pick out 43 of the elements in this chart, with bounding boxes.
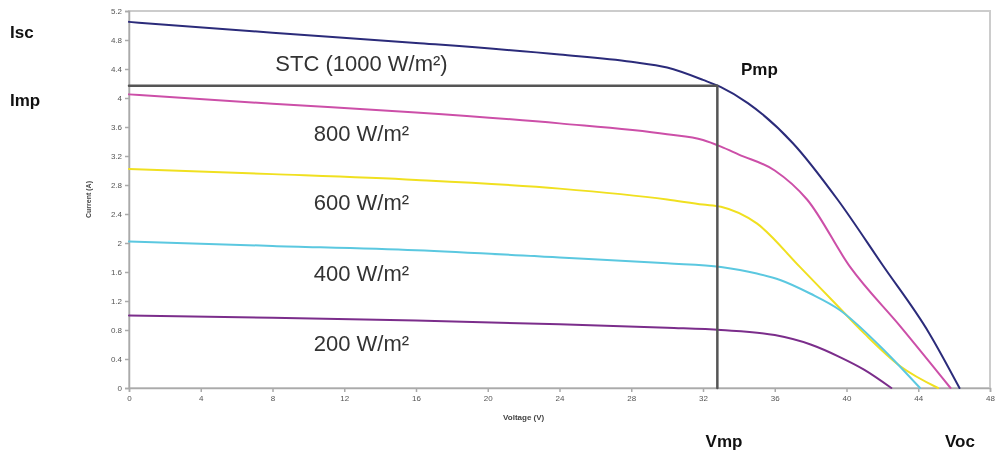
text: Isc — [10, 23, 34, 42]
x-tick-label: 4 — [199, 393, 205, 403]
series-label: 800 W/m² — [313, 121, 410, 147]
x-tick-label: 8 — [270, 393, 276, 403]
series-label: 600 W/m² — [313, 189, 410, 215]
x-tick-label: 0 — [127, 393, 133, 403]
y-tick-label: 2.8 — [110, 181, 123, 191]
text: Imp — [10, 91, 41, 110]
y-tick-label: 4.4 — [110, 65, 123, 75]
text: Voc — [945, 432, 975, 451]
x-tick-label: 20 — [483, 393, 494, 403]
y-tick-label: 1.2 — [110, 297, 123, 307]
y-tick-label: 3.2 — [110, 152, 123, 162]
annotation: Pmp — [741, 60, 778, 79]
y-tick-label: 2 — [117, 239, 123, 249]
x-tick-label: 24 — [555, 393, 565, 403]
x-tick-label: 44 — [914, 393, 924, 403]
y-tick-label: 4 — [117, 94, 123, 104]
y-tick-label: 2.4 — [110, 210, 123, 220]
x-tick-label: 28 — [627, 393, 637, 403]
line-series — [128, 240, 922, 389]
y-tick-label: 1.6 — [110, 268, 123, 278]
x-tick-label: 16 — [412, 393, 422, 403]
line-series — [128, 314, 893, 389]
y-tick-label: 0 — [117, 384, 123, 394]
y-tick-label: 3.6 — [110, 123, 123, 133]
series-label: 200 W/m² — [313, 331, 410, 357]
line-series — [128, 20, 961, 389]
line-series — [128, 93, 952, 389]
series-label: 400 W/m² — [313, 260, 410, 286]
y-tick-label: 0.4 — [110, 355, 123, 365]
x-tick-label: 48 — [986, 393, 996, 403]
y-tick-label: 5.2 — [110, 7, 123, 17]
x-axis-title: Voltage (V) — [503, 413, 545, 422]
text: Vmp — [705, 432, 743, 451]
x-tick-label: 32 — [699, 393, 709, 403]
line-series — [128, 168, 939, 389]
series-label: STC (1000 W/m²) — [275, 51, 448, 77]
x-tick-label: 40 — [842, 393, 852, 403]
x-tick-label: 36 — [770, 393, 781, 403]
y-tick-label: 4.8 — [110, 36, 123, 46]
x-tick-label: 12 — [340, 393, 350, 403]
y-tick-label: 0.8 — [110, 326, 123, 336]
